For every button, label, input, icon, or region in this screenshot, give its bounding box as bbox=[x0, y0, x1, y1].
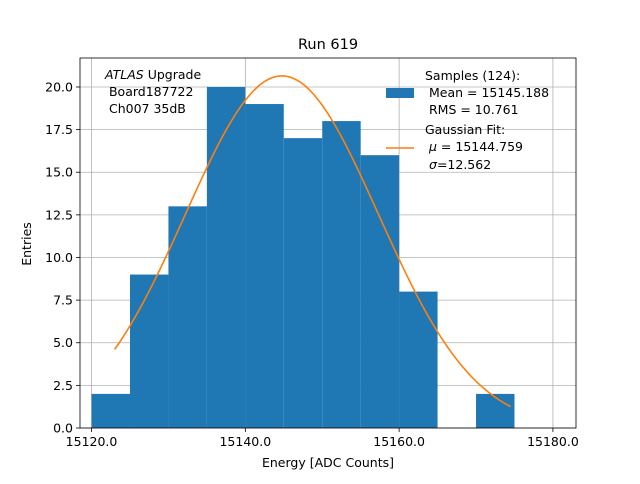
plot-frame bbox=[79, 57, 577, 429]
y-tick-label: 0.0 bbox=[53, 421, 73, 436]
gaussian-fit-line bbox=[113, 75, 512, 408]
y-tick-label: 7.5 bbox=[53, 293, 73, 308]
legend-fit-sigma-symbol: σ bbox=[429, 157, 438, 172]
y-tick-label: 20.0 bbox=[45, 79, 73, 94]
atlas-annotation: ATLAS Upgrade Board187722 Ch007 35dB bbox=[104, 67, 201, 116]
y-tick-label: 5.0 bbox=[53, 335, 73, 350]
histogram-bar bbox=[168, 206, 207, 428]
y-tick-label: 17.5 bbox=[45, 122, 73, 137]
atlas-upgrade-text: Upgrade bbox=[144, 67, 202, 82]
x-axis-ticks: 15120.0 15140.0 15160.0 15180.0 bbox=[66, 428, 579, 449]
histogram-bar bbox=[129, 274, 169, 428]
chart-title: Run 619 bbox=[298, 37, 358, 53]
y-tick-label: 15.0 bbox=[45, 165, 73, 180]
x-tick-label: 15120.0 bbox=[66, 434, 118, 449]
y-tick-label: 12.5 bbox=[45, 207, 73, 222]
legend-samples-rms: RMS = 10.761 bbox=[425, 102, 519, 117]
svg-text:μ = 15144.759: μ = 15144.759 bbox=[428, 139, 523, 154]
legend-fit-mu-value: = 15144.759 bbox=[437, 139, 523, 154]
legend-fit-title: Gaussian Fit: bbox=[425, 122, 505, 137]
x-axis-label: Energy [ADC Counts] bbox=[262, 455, 394, 470]
y-axis-ticks: 0.0 2.5 5.0 7.5 10.0 12.5 15.0 17.5 20.0 bbox=[45, 79, 80, 436]
x-tick-label: 15180.0 bbox=[527, 434, 579, 449]
histogram-bars bbox=[91, 86, 515, 428]
histogram-bar bbox=[322, 121, 361, 428]
histogram-bar bbox=[206, 86, 246, 428]
y-tick-label: 2.5 bbox=[53, 378, 73, 393]
y-axis-label: Entries bbox=[19, 222, 34, 266]
svg-text:ATLAS Upgrade: ATLAS Upgrade bbox=[104, 67, 201, 82]
histogram-bar bbox=[245, 104, 284, 428]
x-tick-label: 15160.0 bbox=[373, 434, 425, 449]
histogram-bar bbox=[91, 393, 130, 428]
legend-fit-mu-symbol: μ bbox=[428, 139, 437, 154]
channel-text: Ch007 35dB bbox=[105, 101, 186, 116]
histogram-bar bbox=[476, 393, 515, 428]
histogram-bar bbox=[399, 291, 438, 428]
atlas-italic-text: ATLAS bbox=[104, 67, 144, 82]
legend-fit-sigma-value: =12.562 bbox=[437, 157, 491, 172]
histogram-bar bbox=[360, 155, 400, 428]
histogram-bar bbox=[283, 138, 323, 428]
legend-samples-title: Samples (124): bbox=[425, 68, 520, 83]
legend: Samples (124): Mean = 15145.188 RMS = 10… bbox=[386, 68, 549, 172]
svg-text:σ=12.562: σ=12.562 bbox=[429, 157, 491, 172]
axes bbox=[79, 57, 577, 429]
legend-samples-mean: Mean = 15145.188 bbox=[425, 85, 549, 100]
legend-samples-swatch bbox=[386, 88, 414, 98]
board-text: Board187722 bbox=[105, 84, 193, 99]
y-tick-label: 10.0 bbox=[45, 250, 73, 265]
x-tick-label: 15140.0 bbox=[219, 434, 271, 449]
